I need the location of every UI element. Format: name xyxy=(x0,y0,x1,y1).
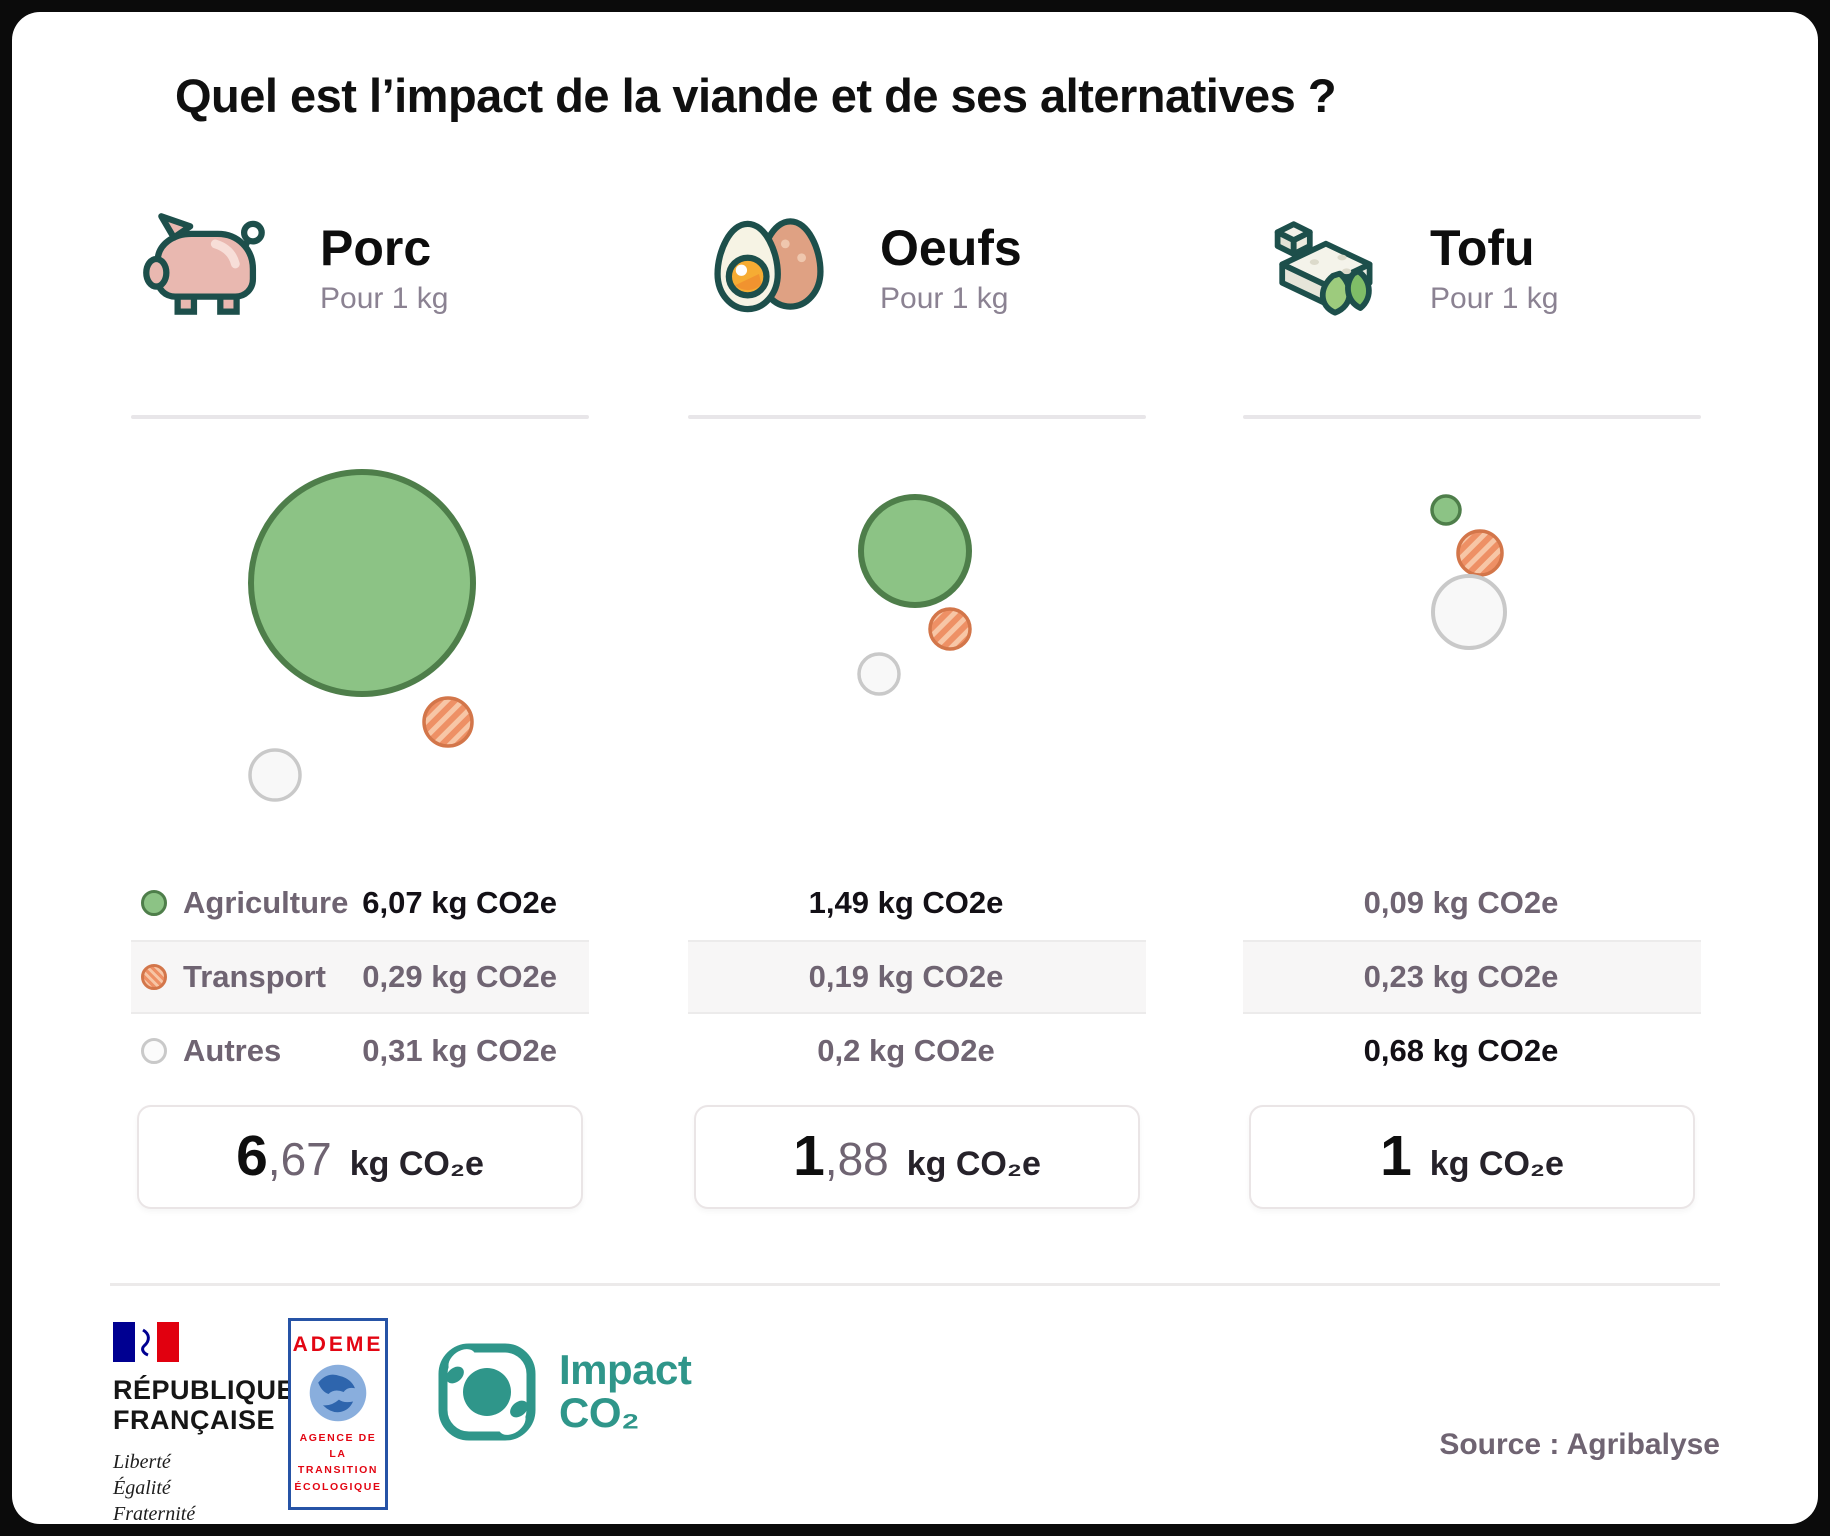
impact-table-tofu: 0,09 kg CO2e 0,23 kg CO2e 0,68 kg CO2e xyxy=(1243,866,1701,1088)
value-porc-transport: 0,29 kg CO2e xyxy=(362,959,557,994)
legend-label-autres: Autres xyxy=(183,1033,282,1068)
impact-table-oeufs: 1,49 kg CO2e 0,19 kg CO2e 0,2 kg CO2e xyxy=(688,866,1146,1088)
value-oeufs-transport: 0,19 kg CO2e xyxy=(808,959,1004,994)
header-porc: Porc Pour 1 kg xyxy=(140,205,448,333)
total-porc: 6,67 kg CO₂e xyxy=(137,1105,583,1209)
autres-dot-icon xyxy=(141,1038,167,1064)
globe-icon xyxy=(309,1365,367,1422)
table-row: 0,19 kg CO2e xyxy=(688,940,1146,1014)
value-oeufs-agriculture: 1,49 kg CO2e xyxy=(808,885,1004,920)
ademe-tagline: AGENCE DE LA TRANSITION ÉCOLOGIQUE xyxy=(294,1431,382,1493)
total-unit-oeufs: kg CO₂e xyxy=(906,1145,1041,1183)
header-tofu: Tofu Pour 1 kg xyxy=(1250,205,1558,333)
table-row: 0,23 kg CO2e xyxy=(1243,940,1701,1014)
value-tofu-autres: 0,68 kg CO2e xyxy=(1363,1033,1559,1068)
transport-dot-icon xyxy=(141,964,167,990)
impact-co2-wordmark: Impact CO₂ xyxy=(559,1346,692,1436)
rf-motto: Liberté Égalité Fraternité xyxy=(113,1451,196,1526)
column-divider-oeufs xyxy=(688,415,1146,419)
header-oeufs: Oeufs Pour 1 kg xyxy=(700,205,1022,333)
total-unit-tofu: kg CO₂e xyxy=(1429,1145,1564,1183)
food-name-oeufs: Oeufs xyxy=(880,219,1022,276)
table-row: 0,2 kg CO2e xyxy=(688,1014,1146,1088)
food-subtitle-porc: Pour 1 kg xyxy=(320,282,449,316)
column-divider-tofu xyxy=(1243,415,1701,419)
table-row: 0,68 kg CO2e xyxy=(1243,1014,1701,1088)
impact-co2-logo: Impact CO₂ xyxy=(437,1342,692,1442)
total-decimals-porc: ,67 xyxy=(267,1133,332,1185)
french-flag-icon xyxy=(113,1322,179,1362)
ademe-name: ADEME xyxy=(292,1333,384,1356)
total-whole-porc: 6 xyxy=(236,1124,268,1188)
table-row: Agriculture 6,07 kg CO2e xyxy=(131,866,589,940)
impact-co2-icon xyxy=(438,1343,536,1441)
eggs-icon xyxy=(700,205,838,333)
value-porc-agriculture: 6,07 kg CO2e xyxy=(362,885,557,920)
republique-francaise-logo: RÉPUBLIQUE FRANÇAISE Liberté Égalité Fra… xyxy=(113,1322,343,1527)
table-row: Transport 0,29 kg CO2e xyxy=(131,940,589,1014)
page-title: Quel est l’impact de la viande et de ses… xyxy=(175,69,1337,122)
total-oeufs: 1,88 kg CO₂e xyxy=(694,1105,1140,1209)
table-row: 0,09 kg CO2e xyxy=(1243,866,1701,940)
food-name-porc: Porc xyxy=(320,219,432,276)
food-subtitle-tofu: Pour 1 kg xyxy=(1430,282,1559,316)
infographic-card xyxy=(12,12,1818,1524)
pig-icon xyxy=(140,205,278,333)
total-tofu: 1 kg CO₂e xyxy=(1249,1105,1695,1209)
legend-label-agriculture: Agriculture xyxy=(183,885,349,920)
value-tofu-agriculture: 0,09 kg CO2e xyxy=(1363,885,1559,920)
rf-name: RÉPUBLIQUE FRANÇAISE xyxy=(113,1375,296,1435)
total-decimals-oeufs: ,88 xyxy=(824,1133,889,1185)
legend-label-transport: Transport xyxy=(183,959,326,994)
footer-divider xyxy=(110,1283,1720,1286)
table-row: Autres 0,31 kg CO2e xyxy=(131,1014,589,1088)
table-row: 1,49 kg CO2e xyxy=(688,866,1146,940)
total-whole-oeufs: 1 xyxy=(793,1124,825,1188)
value-tofu-transport: 0,23 kg CO2e xyxy=(1363,959,1559,994)
value-porc-autres: 0,31 kg CO2e xyxy=(362,1033,557,1068)
source-text: Source : Agribalyse xyxy=(1439,1428,1720,1461)
food-name-tofu: Tofu xyxy=(1430,219,1535,276)
value-oeufs-autres: 0,2 kg CO2e xyxy=(817,1033,995,1068)
food-subtitle-oeufs: Pour 1 kg xyxy=(880,282,1009,316)
tofu-icon xyxy=(1250,205,1388,333)
impact-table-porc: Agriculture 6,07 kg CO2e Transport 0,29 … xyxy=(131,866,589,1088)
ademe-logo: ADEME AGENCE DE LA TRANSITION ÉCOLOGIQUE xyxy=(288,1318,388,1510)
agriculture-dot-icon xyxy=(141,890,167,916)
total-unit-porc: kg CO₂e xyxy=(349,1145,484,1183)
total-whole-tofu: 1 xyxy=(1380,1124,1412,1188)
column-divider-porc xyxy=(131,415,589,419)
